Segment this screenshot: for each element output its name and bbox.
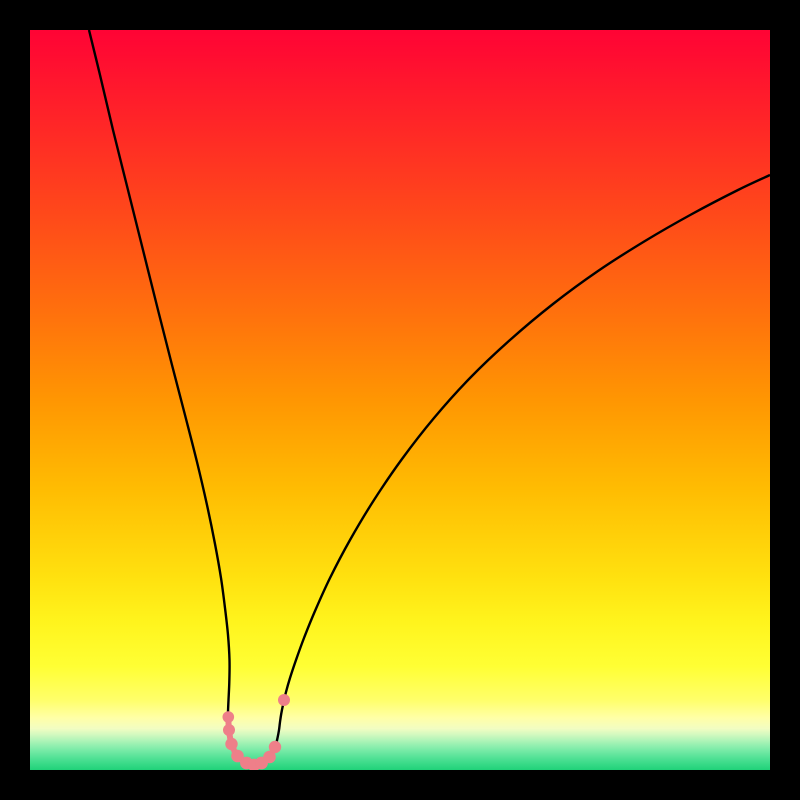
bead-marker [269,741,281,753]
bead-marker [223,724,235,736]
frame-border-right [770,0,800,800]
bead-marker [223,711,235,723]
frame-border-left [0,0,30,800]
bead-marker [278,694,290,706]
gradient-field [30,30,770,770]
frame-border-top [0,0,800,30]
frame-border-bottom [0,770,800,800]
bead-marker [225,738,237,750]
bottleneck-chart [0,0,800,800]
